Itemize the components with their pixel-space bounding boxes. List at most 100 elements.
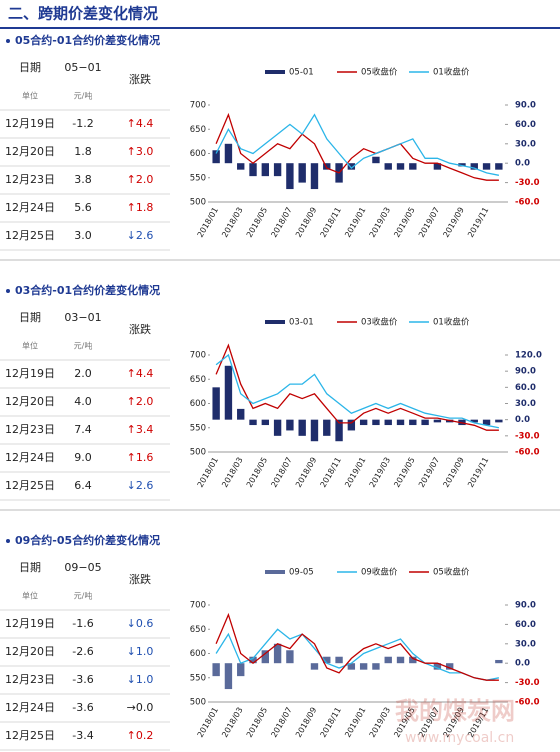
table-cell: 6.4 <box>74 479 92 492</box>
panel-title: 09合约-05合约价差变化情况 <box>15 533 160 547</box>
table-cell: 12月25日 <box>5 229 55 242</box>
bar <box>323 419 331 436</box>
y-tick-label: 700 <box>190 601 206 611</box>
legend-label: 05收盘价 <box>361 67 398 78</box>
table-header: 05−01 <box>64 61 101 74</box>
table-cell: ↓1.0 <box>127 673 154 686</box>
bar <box>347 663 356 670</box>
table-header: 涨跌 <box>129 322 151 336</box>
table-unit: 元/吨 <box>74 341 93 351</box>
y-tick-label: 550 <box>190 173 206 183</box>
table-cell: 12月19日 <box>5 617 55 630</box>
table-cell: 2.0 <box>74 367 92 380</box>
bar <box>482 419 491 426</box>
y2-tick-label: 120.0 <box>515 351 542 361</box>
legend-label: 05-01 <box>289 68 314 78</box>
y-tick-label: 600 <box>190 399 206 409</box>
bar <box>495 659 503 664</box>
y-tick-label: 500 <box>190 698 206 708</box>
x-tick-label: 2019/03 <box>368 706 392 739</box>
bar <box>273 163 282 177</box>
bar <box>237 163 245 170</box>
panel-title: 03合约-01合约价差变化情况 <box>15 283 160 297</box>
table-cell: 12月25日 <box>5 479 55 492</box>
bar <box>421 419 429 426</box>
bar <box>409 163 417 170</box>
bar <box>347 163 356 170</box>
y2-tick-label: -60.0 <box>515 698 540 708</box>
y2-tick-label: 60.0 <box>515 620 536 630</box>
bar <box>212 387 220 420</box>
bar <box>433 163 442 170</box>
table-cell: 12月20日 <box>5 145 55 158</box>
bar <box>212 663 220 677</box>
x-tick-label: 2018/01 <box>196 206 220 239</box>
bar <box>446 663 454 670</box>
table-cell: 12月23日 <box>5 423 55 436</box>
table-cell: ↑3.0 <box>127 145 154 158</box>
y-tick-label: 550 <box>190 423 206 433</box>
table-cell: -3.6 <box>72 673 93 686</box>
table-header: 03−01 <box>64 311 101 324</box>
table-cell: 3.8 <box>74 173 92 186</box>
y-tick-label: 600 <box>190 649 206 659</box>
bar <box>458 163 466 167</box>
bar <box>298 163 306 183</box>
bar <box>359 663 368 670</box>
x-tick-label: 2019/11 <box>466 206 490 239</box>
x-tick-label: 2019/01 <box>343 206 367 239</box>
x-tick-label: 2018/01 <box>196 706 220 739</box>
bar <box>249 163 257 177</box>
bar <box>224 143 233 164</box>
y2-tick-label: 90.0 <box>515 601 536 611</box>
legend-label: 03收盘价 <box>361 317 398 328</box>
table-cell: -2.6 <box>72 645 93 658</box>
bar <box>470 419 478 423</box>
table-cell: -1.6 <box>72 617 93 630</box>
bar <box>409 419 417 426</box>
y2-tick-label: -30.0 <box>515 678 540 688</box>
table-cell: -1.2 <box>72 117 93 130</box>
table-cell: 12月20日 <box>5 395 55 408</box>
table-unit: 元/吨 <box>74 591 93 601</box>
bar <box>396 656 405 664</box>
bar <box>310 663 319 670</box>
table-cell: 12月25日 <box>5 729 55 742</box>
table-cell: ↓2.6 <box>127 229 154 242</box>
x-tick-label: 2019/11 <box>466 456 490 489</box>
y2-tick-label: 30.0 <box>515 399 536 409</box>
x-tick-label: 2018/05 <box>245 706 269 739</box>
bar <box>224 365 233 420</box>
table-unit: 元/吨 <box>74 91 93 101</box>
bar <box>384 656 392 664</box>
bar <box>273 419 282 436</box>
bar <box>298 419 306 436</box>
table-cell: -3.6 <box>72 701 93 714</box>
y2-tick-label: 0.0 <box>515 159 530 169</box>
y-tick-label: 500 <box>190 198 206 208</box>
table-cell: 1.8 <box>74 145 92 158</box>
bar <box>249 656 257 664</box>
y2-tick-label: 60.0 <box>515 383 536 393</box>
y2-tick-label: 30.0 <box>515 139 536 149</box>
bar <box>396 163 405 170</box>
table-unit: 单位 <box>22 91 38 101</box>
table-cell: 5.6 <box>74 201 92 214</box>
y-tick-label: 600 <box>190 149 206 159</box>
table-cell: 12月19日 <box>5 367 55 380</box>
bullet <box>6 539 10 543</box>
y-tick-label: 650 <box>190 625 206 635</box>
table-cell: ↓0.6 <box>127 617 154 630</box>
bar <box>372 156 380 164</box>
x-tick-label: 2018/07 <box>269 706 293 739</box>
bar <box>261 419 269 426</box>
x-tick-label: 2018/11 <box>319 456 343 489</box>
x-tick-label: 2018/11 <box>319 206 343 239</box>
bar <box>237 663 245 677</box>
table-cell: ↑3.4 <box>127 423 154 436</box>
x-tick-label: 2018/05 <box>245 206 269 239</box>
bar <box>482 163 491 170</box>
y2-tick-label: 0.0 <box>515 415 530 425</box>
legend-label: 03-01 <box>289 318 314 328</box>
